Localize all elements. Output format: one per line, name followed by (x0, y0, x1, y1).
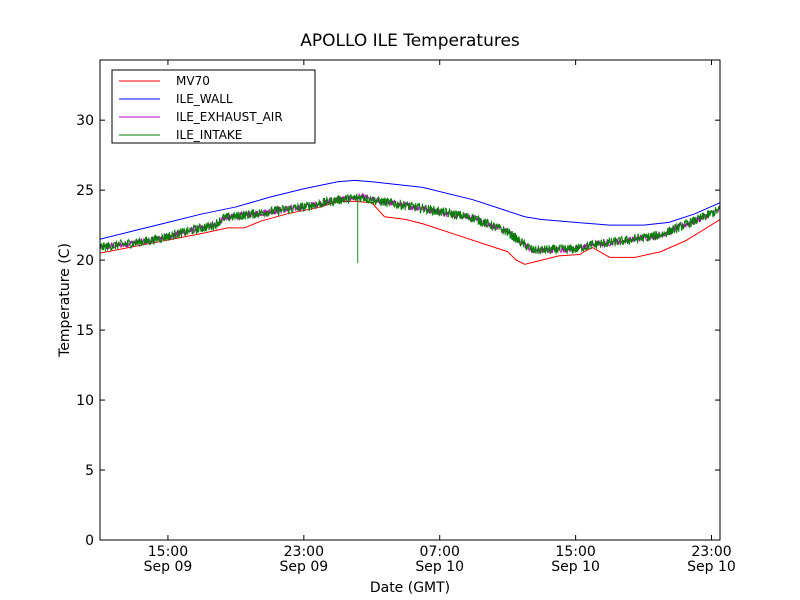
y-tick-label: 25 (76, 183, 94, 199)
x-tick-date-label: Sep 10 (415, 559, 464, 575)
x-tick-time-label: 07:00 (420, 544, 460, 560)
series-line-ile-exhaust-air (100, 192, 720, 255)
x-tick-date-label: Sep 10 (687, 559, 736, 575)
legend: MV70 ILE_WALL ILE_EXHAUST_AIR ILE_INTAKE (111, 69, 316, 144)
x-tick-time-label: 15:00 (555, 544, 595, 560)
series-line-ile-wall (100, 179, 720, 240)
x-tick-date-label: Sep 09 (280, 559, 329, 575)
legend-label-ile-wall: ILE_WALL (176, 92, 233, 106)
y-tick-label: 15 (76, 323, 94, 339)
x-tick-time-label: 23:00 (284, 544, 324, 560)
y-tick-label: 10 (76, 393, 94, 409)
series-line-ile-intake (100, 193, 720, 263)
legend-label-ile-exhaust-air: ILE_EXHAUST_AIR (176, 110, 283, 124)
chart-title: APOLLO ILE Temperatures (300, 31, 520, 51)
y-axis-title: Temperature (C) (57, 243, 73, 358)
series-layer (100, 179, 720, 265)
y-tick-label: 0 (85, 533, 94, 549)
x-axis-title: Date (GMT) (370, 580, 450, 596)
y-axis: 0 5 10 15 20 25 30 (76, 113, 720, 549)
y-tick-label: 20 (76, 253, 94, 269)
x-tick-time-label: 15:00 (148, 544, 188, 560)
y-tick-label: 5 (85, 463, 94, 479)
legend-box (111, 69, 316, 144)
x-tick-time-label: 23:00 (691, 544, 731, 560)
x-tick-date-label: Sep 09 (144, 559, 193, 575)
legend-label-mv70: MV70 (176, 74, 210, 88)
y-tick-label: 30 (76, 113, 94, 129)
plot-frame (99, 59, 721, 541)
x-tick-date-label: Sep 10 (551, 559, 600, 575)
legend-label-ile-intake: ILE_INTAKE (176, 128, 242, 142)
series-line-mv70 (100, 200, 720, 265)
